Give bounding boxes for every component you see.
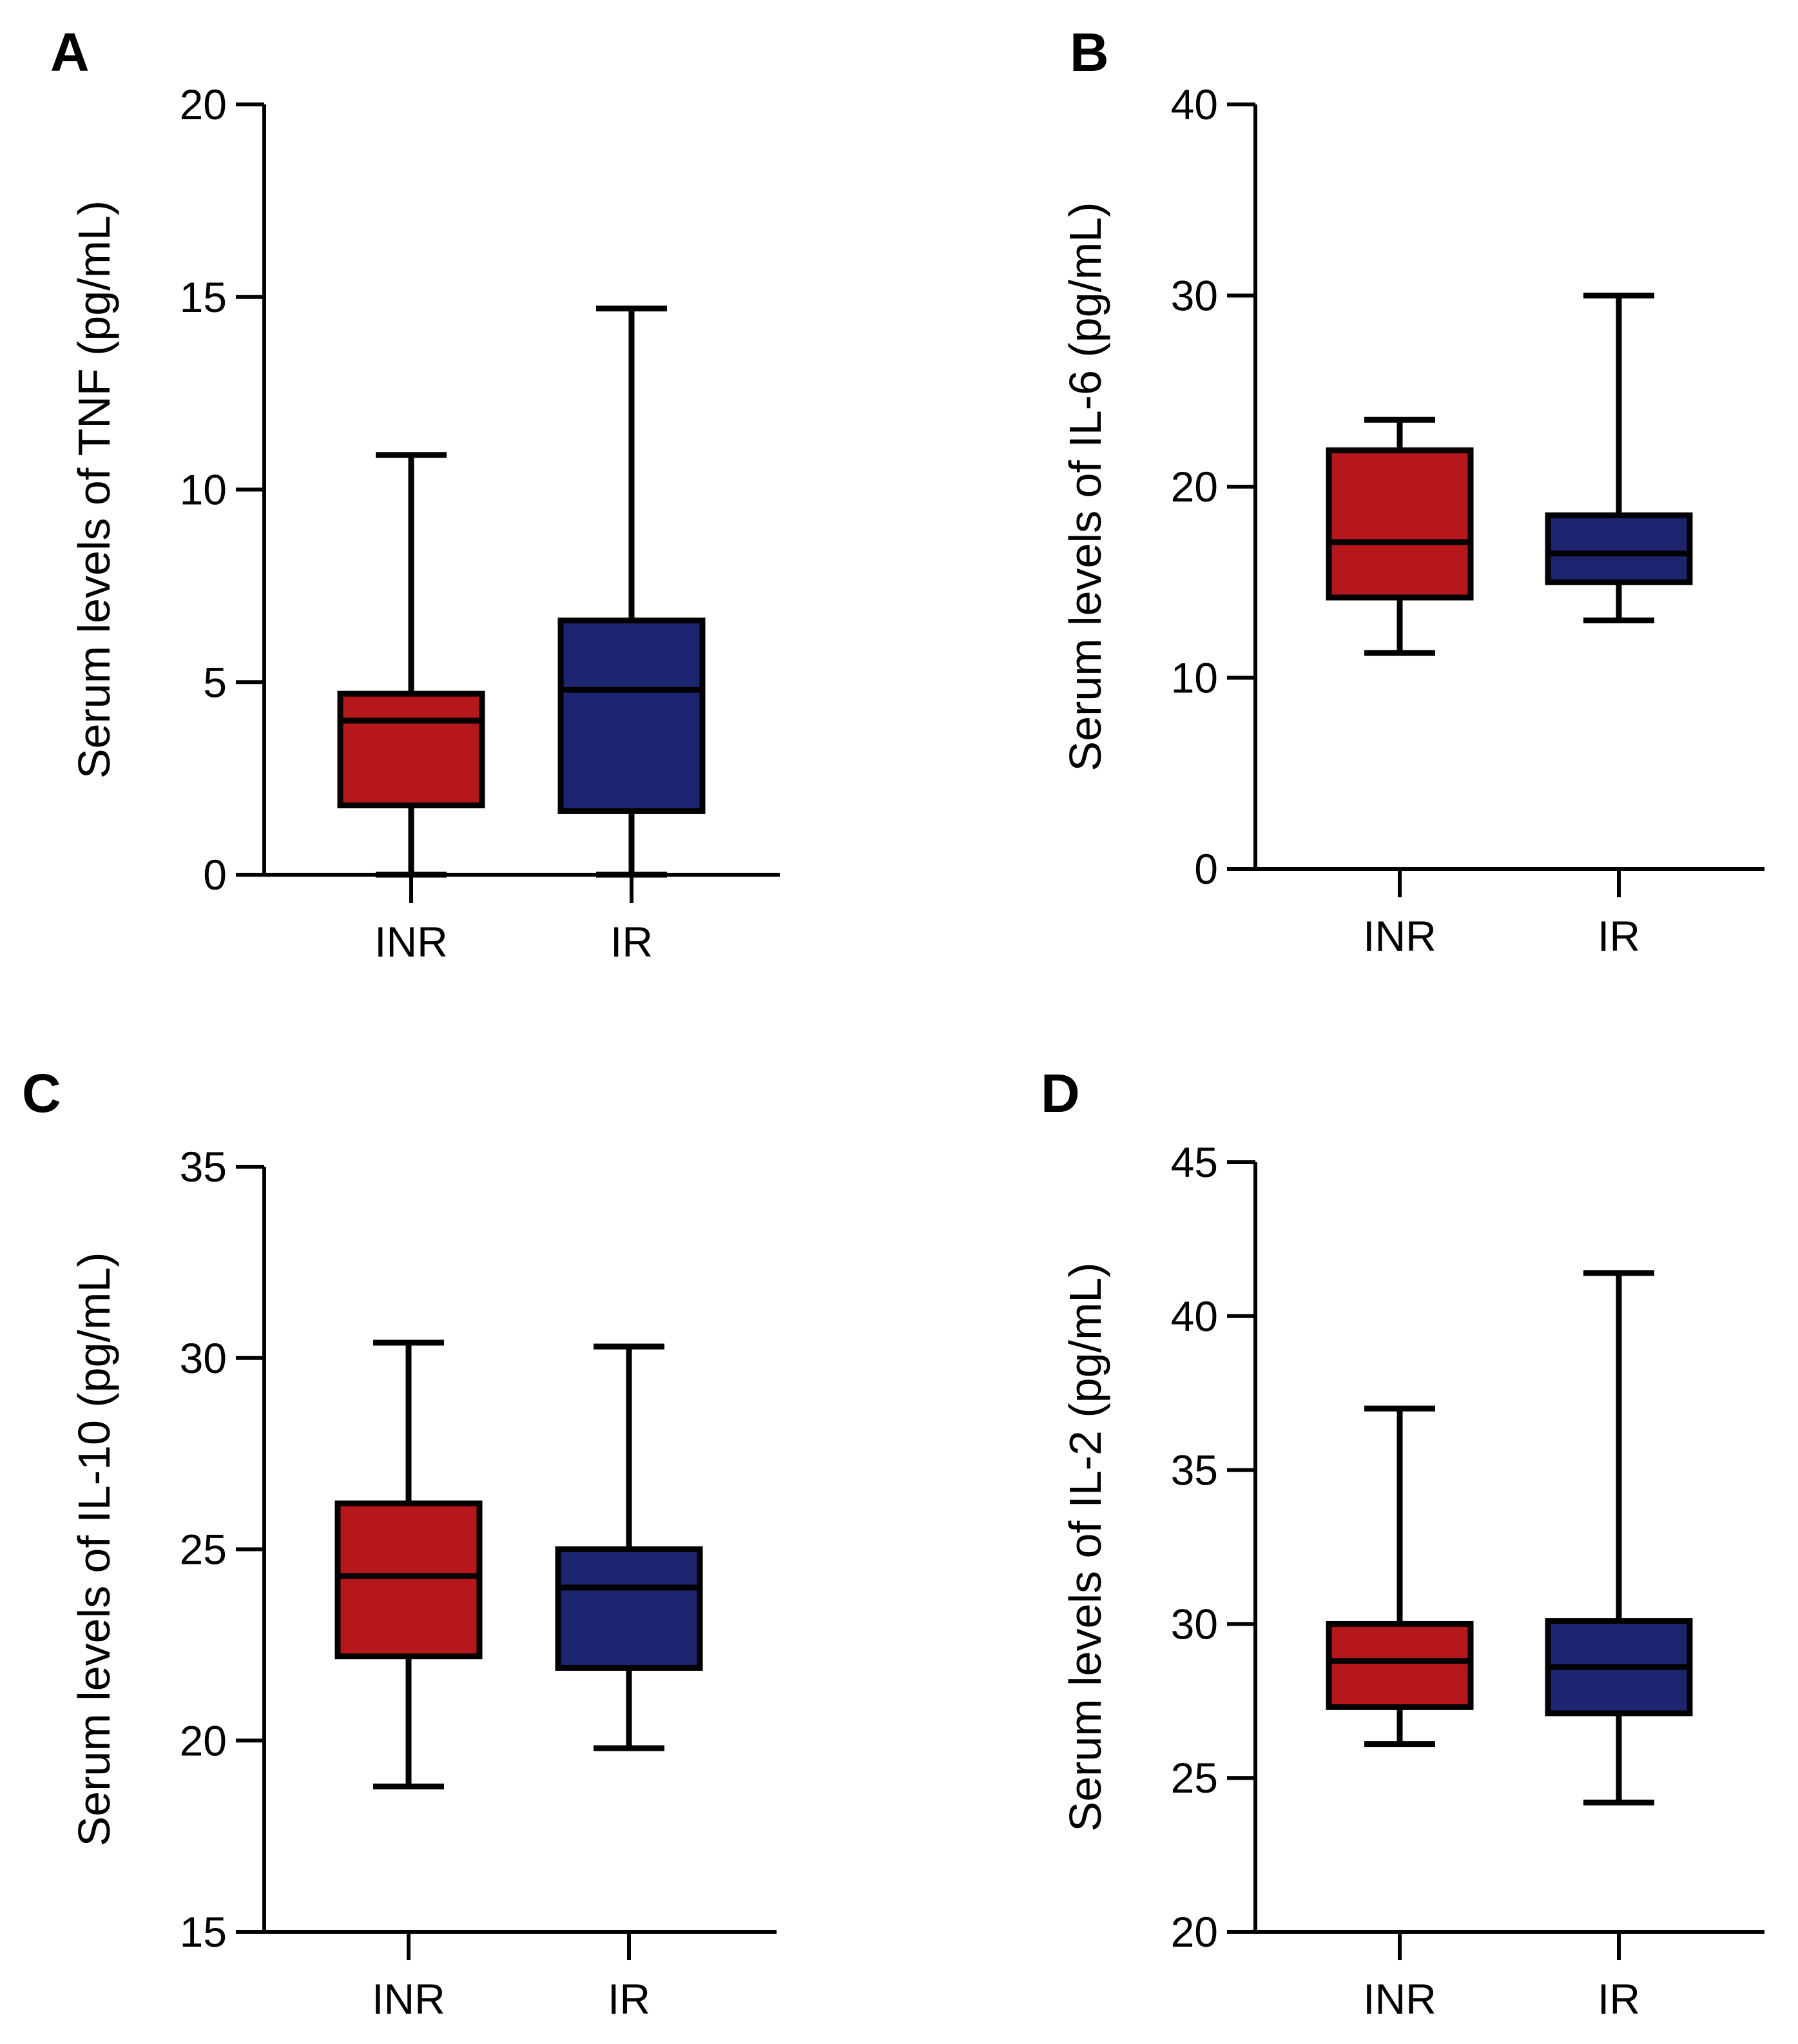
y-tick-label: 40: [1171, 1292, 1218, 1340]
y-tick-label: 20: [180, 1717, 227, 1764]
y-tick-label: 20: [1171, 463, 1218, 511]
box-ir: [555, 1343, 703, 1751]
y-tick-label: 25: [1171, 1754, 1218, 1802]
y-tick-label: 10: [1171, 654, 1218, 702]
x-tick-label-inr: INR: [374, 918, 448, 966]
y-axis-title: Serum levels of IL-6 (pg/mL): [1060, 202, 1110, 771]
iqr-box-ir: [557, 618, 706, 814]
y-tick-label: 30: [180, 1334, 227, 1382]
y-tick-label: 10: [180, 466, 227, 514]
box-inr: [337, 452, 485, 878]
box-inr: [334, 1339, 483, 1789]
box-ir: [1545, 1270, 1693, 1806]
y-axis-title: Serum levels of TNF (pg/mL): [69, 200, 119, 779]
y-tick-label: 25: [180, 1526, 227, 1573]
panel-c: C 15 20 25 30 35 Serum levels of IL-10 (pg/mL)…: [22, 1063, 777, 2023]
x-tick-label-inr: INR: [1363, 1975, 1436, 2023]
y-tick-label: 15: [180, 1908, 227, 1956]
y-axis-title: Serum levels of IL-2 (pg/mL): [1060, 1262, 1110, 1831]
x-tick-label-inr: INR: [372, 1975, 445, 2023]
panel-b: B 0 10 20 30 40 Serum levels of IL-6 (pg/mL) IN…: [1060, 22, 1764, 960]
box-inr: [1326, 1405, 1474, 1747]
iqr-box-inr: [1326, 447, 1474, 601]
iqr-box-ir: [555, 1546, 703, 1671]
iqr-box-inr: [337, 690, 485, 808]
y-tick-label: 40: [1171, 81, 1218, 128]
iqr-box-inr: [334, 1500, 483, 1660]
y-tick-label: 35: [180, 1143, 227, 1191]
panel-letter: A: [50, 22, 90, 83]
y-tick-label: 20: [180, 81, 227, 128]
panel-d: D 20 25 30 35 40 45 Serum levels of IL-2 (pg/mL…: [1041, 1063, 1764, 2023]
x-tick-label-ir: IR: [1598, 1975, 1640, 2023]
y-tick-label: 20: [1171, 1908, 1218, 1956]
box-ir: [1545, 293, 1693, 624]
y-tick-label: 5: [203, 658, 227, 706]
y-tick-label: 35: [1171, 1446, 1218, 1494]
iqr-box-ir: [1545, 512, 1693, 585]
y-tick-label: 30: [1171, 272, 1218, 320]
panel-letter: D: [1041, 1063, 1080, 1124]
panel-a: A 0 5 10 15 20 Serum levels of TNF (pg/mL) INR I…: [50, 22, 780, 966]
iqr-box-inr: [1326, 1621, 1474, 1710]
y-tick-label: 15: [180, 273, 227, 321]
y-tick-label: 0: [203, 851, 227, 899]
x-tick-label-ir: IR: [608, 1975, 650, 2023]
y-tick-label: 30: [1171, 1600, 1218, 1648]
y-axis-title: Serum levels of IL-10 (pg/mL): [69, 1252, 119, 1846]
y-tick-label: 45: [1171, 1138, 1218, 1186]
y-tick-label: 0: [1194, 845, 1218, 893]
box-inr: [1326, 416, 1474, 656]
x-tick-label-ir: IR: [1598, 912, 1640, 960]
x-tick-label-ir: IR: [610, 918, 653, 966]
panel-letter: B: [1070, 22, 1109, 83]
x-tick-label-inr: INR: [1363, 912, 1436, 960]
box-ir: [557, 306, 706, 878]
panel-letter: C: [22, 1063, 61, 1124]
